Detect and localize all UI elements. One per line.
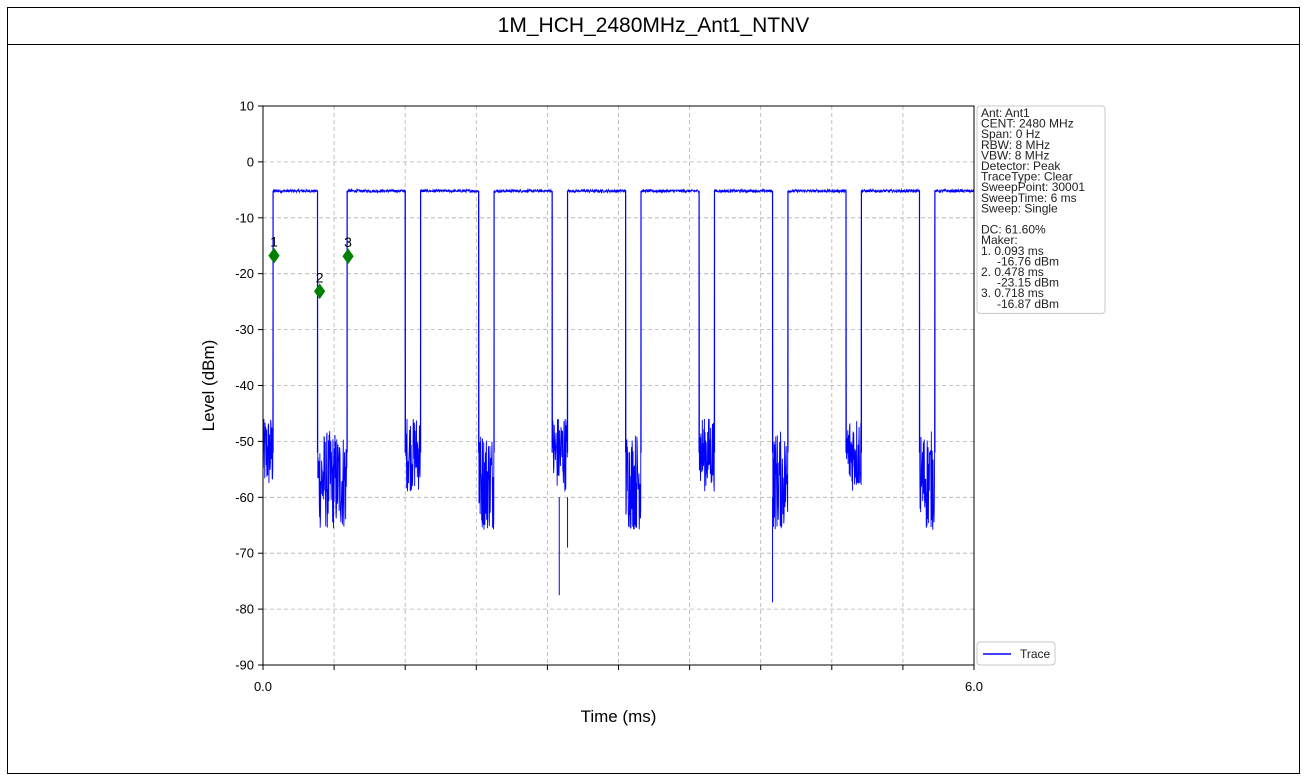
y-tick-label: -20 xyxy=(235,266,254,281)
x-tick-label: 0.0 xyxy=(254,679,272,694)
x-axis-title: Time (ms) xyxy=(581,707,657,726)
y-tick-label: -10 xyxy=(235,210,254,225)
info-line: Sweep: Single xyxy=(981,201,1058,215)
marker-label-1: 1 xyxy=(270,234,278,250)
y-tick-label: 10 xyxy=(240,99,254,114)
y-axis-title: Level (dBm) xyxy=(199,340,218,432)
y-tick-label: 0 xyxy=(247,154,254,169)
info-line: -16.87 dBm xyxy=(997,297,1059,311)
y-tick-label: -50 xyxy=(235,434,254,449)
y-tick-label: -40 xyxy=(235,378,254,393)
legend-label: Trace xyxy=(1020,647,1051,661)
y-tick-label: -90 xyxy=(235,658,254,673)
y-tick-label: -80 xyxy=(235,602,254,617)
y-tick-label: -70 xyxy=(235,546,254,561)
y-tick-label: -60 xyxy=(235,490,254,505)
y-tick-label: -30 xyxy=(235,322,254,337)
marker-label-2: 2 xyxy=(316,269,324,285)
marker-label-3: 3 xyxy=(344,234,352,250)
x-tick-label: 6.0 xyxy=(965,679,983,694)
legend: Trace xyxy=(977,642,1055,665)
